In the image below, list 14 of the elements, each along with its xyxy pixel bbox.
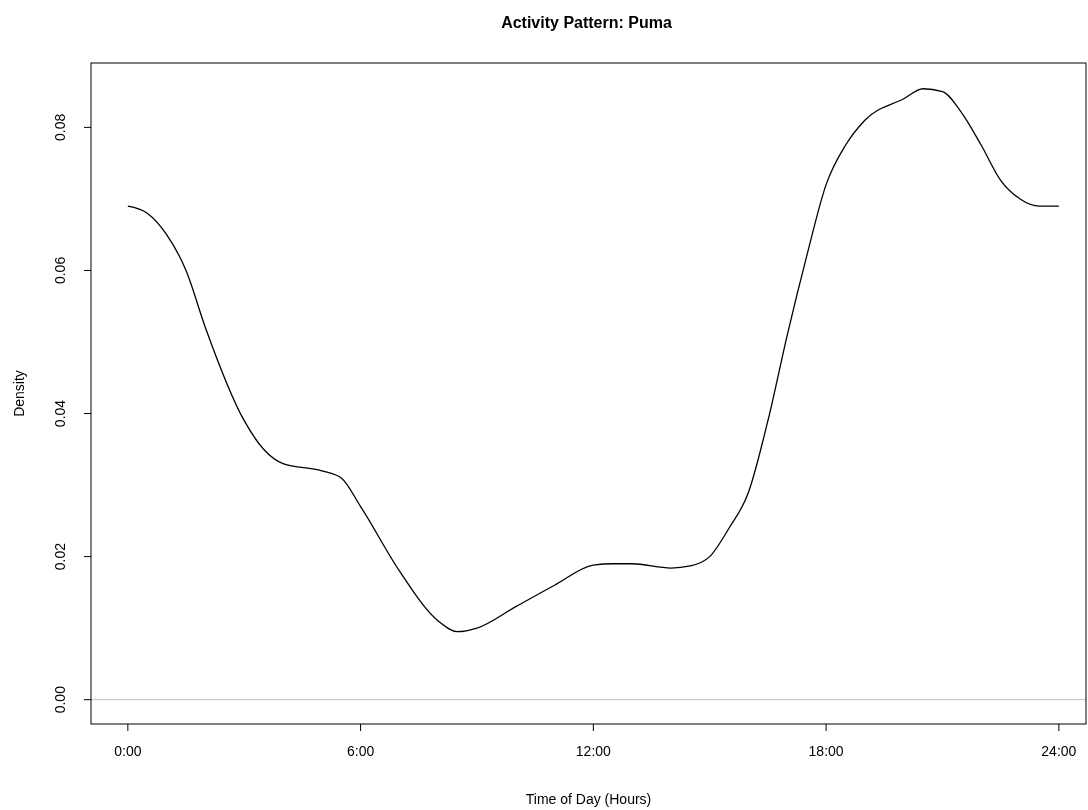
y-tick-label: 0.08: [52, 113, 68, 142]
line-series: [127, 88, 1060, 633]
x-tick-label: 24:00: [1041, 743, 1077, 759]
x-axis-title: Time of Day (Hours): [525, 791, 652, 807]
y-tick-label: 0.06: [52, 256, 68, 285]
y-tick-label: 0.02: [52, 542, 68, 571]
y-tick-label: 0.04: [52, 399, 68, 428]
y-tick-label: 0.00: [52, 685, 68, 714]
x-tick-label: 0:00: [114, 743, 142, 759]
x-tick-label: 18:00: [808, 743, 844, 759]
chart-title: Activity Pattern: Puma: [501, 14, 672, 31]
x-tick-label: 6:00: [346, 743, 375, 759]
x-tick-label: 12:00: [575, 743, 612, 759]
y-axis-title: Density: [11, 370, 27, 417]
